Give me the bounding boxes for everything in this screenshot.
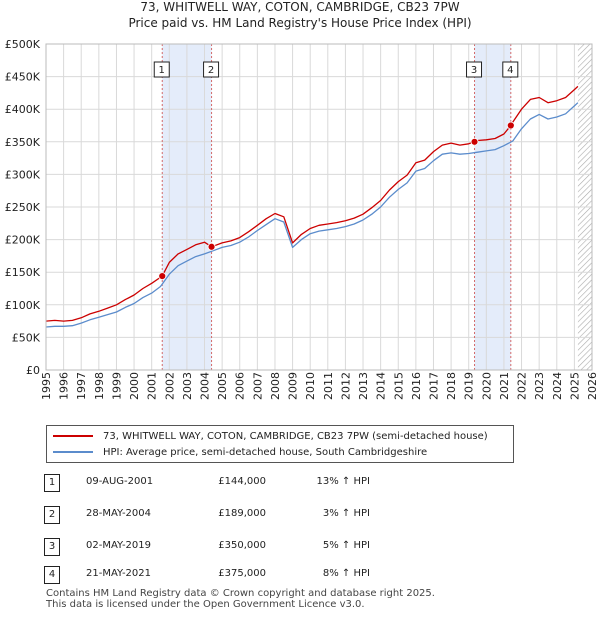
series-line-property bbox=[45, 85, 579, 322]
legend-swatch-property bbox=[53, 435, 93, 437]
sale-point bbox=[506, 121, 515, 130]
x-tick-label: 2012 bbox=[339, 372, 352, 400]
sale-label: 3 bbox=[471, 65, 477, 76]
x-tick-label: 2016 bbox=[410, 372, 423, 400]
x-tick-label: 2006 bbox=[234, 372, 247, 400]
legend-label-property: 73, WHITWELL WAY, COTON, CAMBRIDGE, CB23… bbox=[103, 430, 488, 442]
x-tick-label: 2017 bbox=[427, 372, 440, 400]
transaction-row: 4 21-MAY-2021 £375,000 8% ↑ HPI bbox=[0, 566, 600, 586]
legend-swatch-hpi bbox=[53, 451, 93, 453]
x-tick-label: 2011 bbox=[322, 372, 335, 400]
y-tick-label: £400K bbox=[5, 103, 41, 116]
x-tick-label: 2025 bbox=[568, 372, 581, 400]
y-tick-label: £100K bbox=[5, 299, 41, 312]
transaction-hpi: 13% ↑ HPI bbox=[316, 476, 370, 487]
x-tick-label: 2013 bbox=[357, 372, 370, 400]
legend-item-hpi: HPI: Average price, semi-detached house,… bbox=[53, 444, 427, 460]
legend-item-property: 73, WHITWELL WAY, COTON, CAMBRIDGE, CB23… bbox=[53, 428, 488, 444]
transaction-number: 3 bbox=[44, 538, 60, 556]
transaction-number: 1 bbox=[44, 474, 60, 492]
transaction-date: 28-MAY-2004 bbox=[86, 508, 152, 519]
y-tick-label: £200K bbox=[5, 234, 41, 247]
transaction-number: 4 bbox=[44, 566, 60, 584]
chart-title: 73, WHITWELL WAY, COTON, CAMBRIDGE, CB23… bbox=[140, 0, 460, 14]
x-tick-label: 2009 bbox=[287, 372, 300, 400]
x-tick-label: 2002 bbox=[163, 372, 176, 400]
y-tick-label: £150K bbox=[5, 266, 41, 279]
transaction-row: 1 09-AUG-2001 £144,000 13% ↑ HPI bbox=[0, 474, 600, 494]
sale-label: 2 bbox=[208, 65, 214, 76]
transaction-date: 02-MAY-2019 bbox=[86, 540, 152, 551]
x-tick-label: 1996 bbox=[58, 372, 71, 400]
transaction-row: 2 28-MAY-2004 £189,000 3% ↑ HPI bbox=[0, 506, 600, 526]
transaction-date: 21-MAY-2021 bbox=[86, 568, 152, 579]
transaction-row: 3 02-MAY-2019 £350,000 5% ↑ HPI bbox=[0, 538, 600, 558]
y-tick-label: £350K bbox=[5, 136, 41, 149]
sale-point bbox=[207, 242, 216, 251]
y-tick-label: £300K bbox=[5, 168, 41, 181]
x-tick-label: 2001 bbox=[146, 372, 159, 400]
x-tick-label: 2015 bbox=[392, 372, 405, 400]
footer-line-copyright: Contains HM Land Registry data © Crown c… bbox=[46, 588, 435, 599]
x-tick-label: 1998 bbox=[93, 372, 106, 400]
price-chart: 1 2 3 4 £0 £50K £100K £150K £200K £250K £300K £350K… bbox=[5, 38, 599, 400]
footer-line-licence: This data is licensed under the Open Gov… bbox=[46, 599, 365, 610]
sale-label: 4 bbox=[507, 65, 513, 76]
x-tick-label: 2008 bbox=[269, 372, 282, 400]
y-tick-label: £0 bbox=[26, 364, 40, 377]
y-tick-label: £500K bbox=[5, 38, 41, 51]
y-tick-label: £450K bbox=[5, 71, 41, 84]
x-tick-label: 2007 bbox=[251, 372, 264, 400]
sale-label: 1 bbox=[159, 65, 165, 76]
x-tick-label: 2026 bbox=[586, 372, 599, 400]
transaction-hpi: 5% ↑ HPI bbox=[322, 540, 370, 551]
x-tick-label: 2018 bbox=[445, 372, 458, 400]
sale-point bbox=[158, 272, 167, 281]
transaction-number: 2 bbox=[44, 506, 60, 524]
chart-legend: 73, WHITWELL WAY, COTON, CAMBRIDGE, CB23… bbox=[46, 425, 514, 463]
x-tick-label: 1995 bbox=[40, 372, 53, 400]
x-tick-label: 2024 bbox=[551, 372, 564, 400]
footer-note: Contains HM Land Registry data © Crown c… bbox=[46, 588, 435, 610]
transaction-price: £350,000 bbox=[218, 540, 266, 551]
sale-label-box bbox=[466, 61, 483, 78]
x-tick-label: 1999 bbox=[110, 372, 123, 400]
x-tick-label: 2020 bbox=[480, 372, 493, 400]
transaction-price: £375,000 bbox=[218, 568, 266, 579]
legend-label-hpi: HPI: Average price, semi-detached house,… bbox=[103, 446, 428, 458]
sale-point bbox=[470, 137, 479, 146]
transaction-hpi: 3% ↑ HPI bbox=[322, 508, 370, 519]
transaction-price: £189,000 bbox=[218, 508, 266, 519]
sale-label-box bbox=[203, 61, 220, 78]
x-tick-label: 2003 bbox=[181, 372, 194, 400]
x-tick-label: 2000 bbox=[128, 372, 141, 400]
plot-border bbox=[45, 43, 593, 371]
x-tick-label: 2004 bbox=[199, 372, 212, 400]
x-tick-label: 2022 bbox=[516, 372, 529, 400]
sale-label-box bbox=[153, 61, 170, 78]
transaction-price: £144,000 bbox=[218, 476, 266, 487]
x-tick-label: 2014 bbox=[375, 372, 388, 400]
y-tick-label: £250K bbox=[5, 201, 41, 214]
chart-subtitle: Price paid vs. HM Land Registry's House … bbox=[128, 16, 472, 30]
x-tick-label: 2019 bbox=[463, 372, 476, 400]
x-tick-label: 2005 bbox=[216, 372, 229, 400]
y-tick-label: £50K bbox=[12, 331, 41, 344]
transaction-date: 09-AUG-2001 bbox=[86, 476, 154, 487]
x-tick-label: 1997 bbox=[75, 372, 88, 400]
series-line-hpi bbox=[45, 102, 579, 328]
x-tick-label: 2010 bbox=[304, 372, 317, 400]
transaction-hpi: 8% ↑ HPI bbox=[322, 568, 370, 579]
sale-label-box bbox=[502, 61, 519, 78]
x-tick-label: 2021 bbox=[498, 372, 511, 400]
x-tick-label: 2023 bbox=[533, 372, 546, 400]
